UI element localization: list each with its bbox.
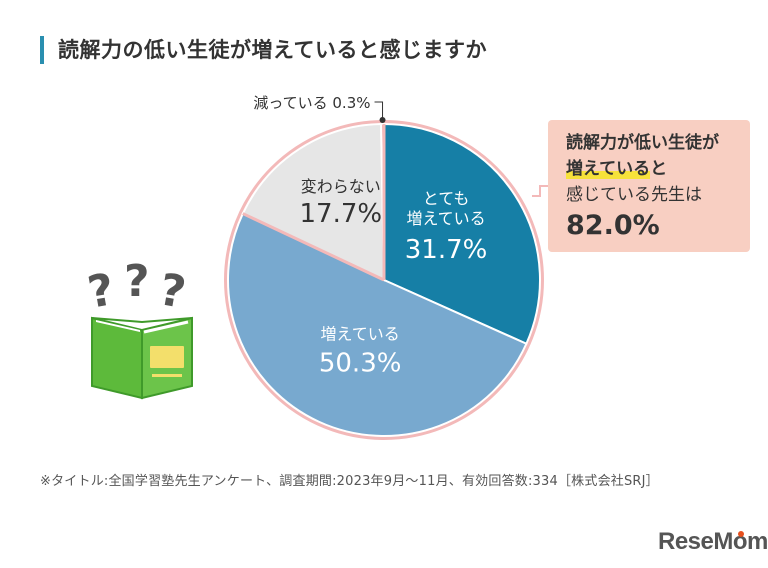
- slice-label-totemo-0: とても: [423, 189, 470, 208]
- slice-value-kawaranai: 17.7%: [299, 199, 382, 229]
- callout-line3: 感じている先生は: [566, 185, 702, 205]
- slice-value-fueteiru: 50.3%: [319, 349, 402, 379]
- pie-slice-fueteiru: [227, 212, 528, 437]
- title-accent-bar: [40, 36, 44, 64]
- svg-text:?: ?: [155, 264, 189, 319]
- callout-connector: [532, 185, 548, 197]
- pie-boundary-line-1: [242, 212, 385, 282]
- callout-value: 82.0%: [566, 210, 660, 241]
- resemom-logo: ReseMom: [658, 528, 768, 555]
- book-icon: [91, 316, 193, 400]
- callout-line2-rest: と: [650, 159, 668, 179]
- slice-value-totemo: 31.7%: [405, 235, 488, 265]
- callout-box: 読解力が低い生徒が 増えていると 感じている先生は 82.0%: [548, 120, 750, 252]
- pie-slice-kawaranai: [241, 123, 386, 282]
- slice-label-fueteiru: 増えている: [321, 325, 400, 344]
- pie-slice-totemo: [383, 122, 541, 346]
- slice-pointer-line-hetteiru: [374, 101, 384, 119]
- slice-label-hetteiru: 減っている 0.3%: [253, 94, 370, 112]
- question-mark-icon: ? ? ?: [84, 256, 189, 319]
- slice-label-kawaranai: 変わらない: [301, 177, 381, 196]
- callout-highlight: 増えている: [566, 159, 651, 179]
- footnote: ※タイトル:全国学習塾先生アンケート、調査期間:2023年9月～11月、有効回答…: [40, 474, 659, 489]
- svg-text:?: ?: [84, 264, 118, 319]
- callout-line1: 読解力が低い生徒が: [566, 133, 719, 153]
- slice-label-totemo-1: 増えている: [406, 209, 485, 228]
- callout-line2: 増えていると: [566, 158, 667, 180]
- chart-title: 読解力の低い生徒が増えていると感じますか: [58, 38, 487, 62]
- slice-pointer-dot-hetteiru: [379, 117, 386, 124]
- logo-accent-dot: [738, 531, 744, 537]
- svg-text:?: ?: [124, 256, 150, 307]
